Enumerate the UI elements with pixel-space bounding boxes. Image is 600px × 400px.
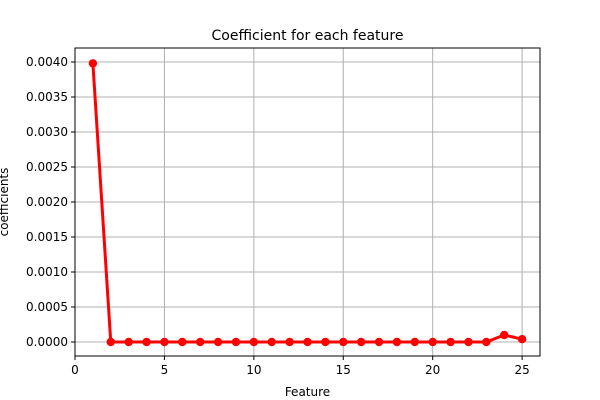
y-tick-label: 0.0000 (26, 335, 68, 349)
data-point (500, 330, 509, 340)
data-point (339, 337, 348, 347)
x-tick-label: 5 (161, 363, 169, 377)
y-tick-label: 0.0030 (26, 125, 68, 139)
data-point (160, 337, 169, 347)
y-tick-label: 0.0015 (26, 230, 68, 244)
data-point (356, 337, 366, 347)
y-tick-label: 0.0010 (26, 265, 68, 279)
data-point (410, 337, 420, 347)
x-tick-label: 15 (336, 363, 351, 377)
data-point (446, 337, 455, 347)
data-point (392, 337, 402, 347)
x-tick-label: 20 (425, 363, 440, 377)
data-point (213, 337, 223, 347)
data-point (285, 337, 294, 347)
data-point (195, 337, 205, 347)
y-tick-label: 0.0025 (26, 160, 68, 174)
data-point (374, 337, 384, 347)
y-tick-label: 0.0020 (26, 195, 68, 209)
data-point (142, 337, 151, 347)
x-tick-label: 25 (514, 363, 529, 377)
y-axis-label: coefficients (0, 168, 11, 237)
x-tick-label: 0 (71, 363, 79, 377)
data-point (267, 337, 276, 347)
x-axis-label: Feature (285, 385, 330, 399)
grid-lines (74, 48, 540, 356)
data-point (231, 337, 241, 347)
y-tick-label: 0.0005 (26, 300, 68, 314)
data-point (428, 337, 437, 347)
data-point (124, 337, 133, 347)
data-point (464, 337, 473, 347)
chart-title: Coefficient for each feature (212, 28, 404, 44)
data-point (303, 337, 312, 347)
series-layer (88, 59, 527, 347)
x-tick-label: 10 (246, 363, 261, 377)
data-point (249, 337, 259, 347)
y-tick-label: 0.0040 (26, 55, 68, 69)
data-point (482, 337, 491, 347)
data-point (321, 337, 330, 347)
data-point (106, 337, 115, 347)
data-point (178, 337, 187, 347)
data-point (517, 335, 527, 344)
y-tick-label: 0.0035 (26, 90, 68, 104)
ticks-layer: 0 5 10 15 20 25 0.0000 0.0005 0.0010 0.0015 0.0020… (26, 55, 530, 377)
data-point (88, 59, 98, 68)
